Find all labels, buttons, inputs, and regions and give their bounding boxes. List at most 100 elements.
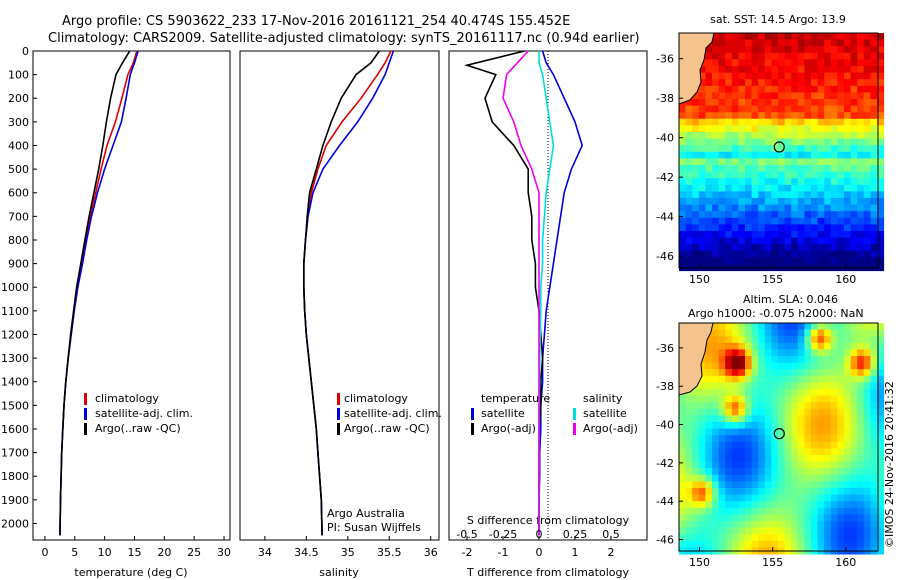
- y-tick-label: 600: [8, 187, 29, 200]
- map-cell: [784, 211, 792, 219]
- map-cell: [725, 329, 733, 337]
- map-cell: [712, 105, 720, 113]
- map-cell: [824, 323, 832, 331]
- map-cell: [745, 138, 753, 146]
- map-cell: [745, 441, 753, 449]
- map-cell: [712, 527, 720, 535]
- map-cell: [830, 521, 838, 529]
- map-cell: [725, 461, 733, 469]
- map-cell: [731, 527, 739, 535]
- map-cell: [718, 224, 726, 232]
- map-cell: [698, 112, 706, 120]
- map-cell: [850, 165, 858, 173]
- map-cell: [738, 33, 746, 41]
- map-cell: [745, 52, 753, 60]
- map-cell: [877, 474, 885, 482]
- map-cell: [685, 507, 693, 515]
- map-cell: [817, 184, 825, 192]
- x-tick-label: 0: [41, 546, 48, 559]
- map-cell: [804, 224, 812, 232]
- map-cell: [844, 92, 852, 100]
- map-cell: [804, 349, 812, 357]
- map-cell: [811, 112, 819, 120]
- map-cell: [804, 527, 812, 535]
- map-cell: [797, 415, 805, 423]
- map-cell: [698, 79, 706, 87]
- map-cell: [863, 455, 871, 463]
- map-cell: [778, 257, 786, 265]
- map-cell: [830, 369, 838, 377]
- map-cell: [837, 382, 845, 390]
- map-cell: [692, 198, 700, 206]
- map-cell: [850, 441, 858, 449]
- map-cell: [837, 540, 845, 548]
- map-cell: [705, 382, 713, 390]
- map-cell: [824, 257, 832, 265]
- map-cell: [824, 389, 832, 397]
- map-cell: [817, 448, 825, 456]
- map-cell: [738, 72, 746, 80]
- map-cell: [751, 237, 759, 245]
- map-cell: [698, 422, 706, 430]
- map-cell: [778, 501, 786, 509]
- map-cell: [837, 461, 845, 469]
- map-cell: [679, 217, 687, 225]
- map-cell: [797, 435, 805, 443]
- x-tick-label: 0: [536, 546, 543, 559]
- map-cell: [850, 184, 858, 192]
- map-cell: [718, 151, 726, 159]
- map-cell: [870, 72, 878, 80]
- map-cell: [778, 118, 786, 126]
- map-cell: [870, 165, 878, 173]
- map-cell: [758, 92, 766, 100]
- map-cell: [830, 92, 838, 100]
- map-cell: [698, 145, 706, 153]
- map-cell: [824, 481, 832, 489]
- map-cell: [718, 92, 726, 100]
- map-cell: [738, 356, 746, 364]
- map-cell: [758, 514, 766, 522]
- map-cell: [698, 250, 706, 258]
- map-cell: [725, 125, 733, 133]
- legend-t-satellite: satellite: [481, 407, 525, 420]
- map-cell: [850, 105, 858, 113]
- map-cell: [731, 92, 739, 100]
- map-cell: [857, 389, 865, 397]
- map-cell: [712, 389, 720, 397]
- map-cell: [692, 92, 700, 100]
- map-cell: [797, 178, 805, 186]
- map-cell: [745, 231, 753, 239]
- map-cell: [718, 461, 726, 469]
- x-tick-label: 36: [424, 546, 438, 559]
- map-cell: [830, 257, 838, 265]
- y-tick-label: 700: [8, 210, 29, 223]
- map-cell: [817, 382, 825, 390]
- map-cell: [764, 237, 772, 245]
- map-cell: [731, 415, 739, 423]
- map-cell: [797, 540, 805, 548]
- map-cell: [712, 342, 720, 350]
- map-cell: [791, 514, 799, 522]
- map-cell: [692, 428, 700, 436]
- map-cell: [857, 395, 865, 403]
- map-cell: [738, 231, 746, 239]
- map-cell: [844, 184, 852, 192]
- map-cell: [791, 507, 799, 515]
- map-cell: [797, 52, 805, 60]
- map-cell: [731, 250, 739, 258]
- map-cell: [751, 428, 759, 436]
- map-cell: [857, 217, 865, 225]
- y-tick-label: 1700: [1, 447, 29, 460]
- map-cell: [817, 85, 825, 93]
- map-cell: [771, 534, 779, 542]
- map-cell: [705, 165, 713, 173]
- map-cell: [791, 461, 799, 469]
- map-cell: [692, 441, 700, 449]
- map-cell: [784, 323, 792, 331]
- map-cell: [751, 158, 759, 166]
- map-cell: [725, 435, 733, 443]
- map-cell: [837, 468, 845, 476]
- map-cell: [725, 118, 733, 126]
- map-cell: [725, 402, 733, 410]
- map-cell: [791, 92, 799, 100]
